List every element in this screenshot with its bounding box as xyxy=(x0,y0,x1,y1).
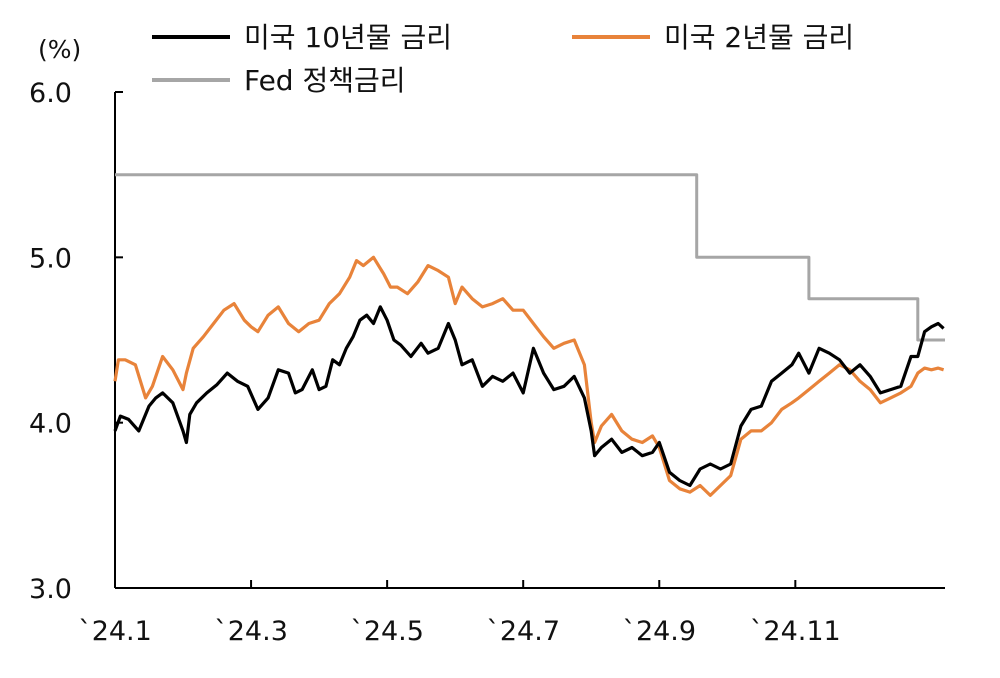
series-line-0 xyxy=(113,305,945,488)
x-tick-label: `24.1 xyxy=(78,616,152,647)
x-tick-label: `24.7 xyxy=(486,616,560,647)
y-tick-label: 4.0 xyxy=(29,409,72,440)
x-axis: `24.1 `24.3 `24.5 `24.7 `24.9 `24.11 xyxy=(78,580,945,647)
x-tick-label: `24.3 xyxy=(214,616,288,647)
x-tick-label: `24.11 xyxy=(750,616,841,647)
series-layer xyxy=(113,173,945,497)
y-tick-label: 5.0 xyxy=(29,243,72,274)
legend: 미국 10년물 금리 미국 2년물 금리 Fed 정책금리 xyxy=(152,21,854,97)
x-tick-label: `24.5 xyxy=(350,616,424,647)
y-tick-label: 6.0 xyxy=(29,78,72,109)
series-line-1 xyxy=(113,255,945,497)
legend-label: 미국 2년물 금리 xyxy=(664,21,854,54)
y-axis-unit-label: (%) xyxy=(38,35,81,64)
legend-label: 미국 10년물 금리 xyxy=(244,21,452,54)
x-tick-label: `24.9 xyxy=(622,616,696,647)
series-line-2 xyxy=(115,173,945,342)
legend-label: Fed 정책금리 xyxy=(244,64,406,97)
y-axis: 3.0 4.0 5.0 6.0 xyxy=(29,78,123,605)
y-tick-label: 3.0 xyxy=(29,574,72,605)
